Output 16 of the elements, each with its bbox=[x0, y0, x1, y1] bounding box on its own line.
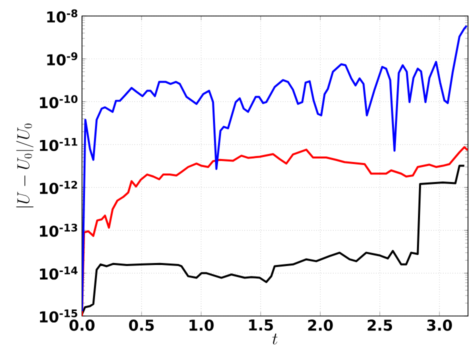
y-tick-label: 10$^{-13}$ bbox=[40, 224, 78, 237]
x-tick-label: 0.5 bbox=[129, 320, 154, 331]
y-tick-label: 10$^{-9}$ bbox=[47, 52, 78, 66]
x-tick-label: 1.5 bbox=[249, 320, 273, 331]
x-tick-label: 3.0 bbox=[427, 320, 452, 331]
y-tick-label: 10$^{-12}$ bbox=[40, 180, 78, 194]
line-series bbox=[82, 24, 468, 312]
y-tick-label: 10$^{-11}$ bbox=[40, 138, 78, 152]
x-tick-label: 1.0 bbox=[190, 320, 214, 331]
y-axis-title: $|U-U_0|/U_0$ bbox=[16, 124, 34, 208]
x-tick-label: 2.5 bbox=[368, 320, 392, 331]
y-tick-label: 10$^{-10}$ bbox=[40, 95, 78, 108]
y-tick-label: 10$^{-14}$ bbox=[40, 266, 78, 280]
x-axis-title: $t$ bbox=[272, 333, 278, 344]
x-tick-label: 2.0 bbox=[308, 320, 333, 331]
y-tick-label: 10$^{-8}$ bbox=[47, 9, 78, 23]
